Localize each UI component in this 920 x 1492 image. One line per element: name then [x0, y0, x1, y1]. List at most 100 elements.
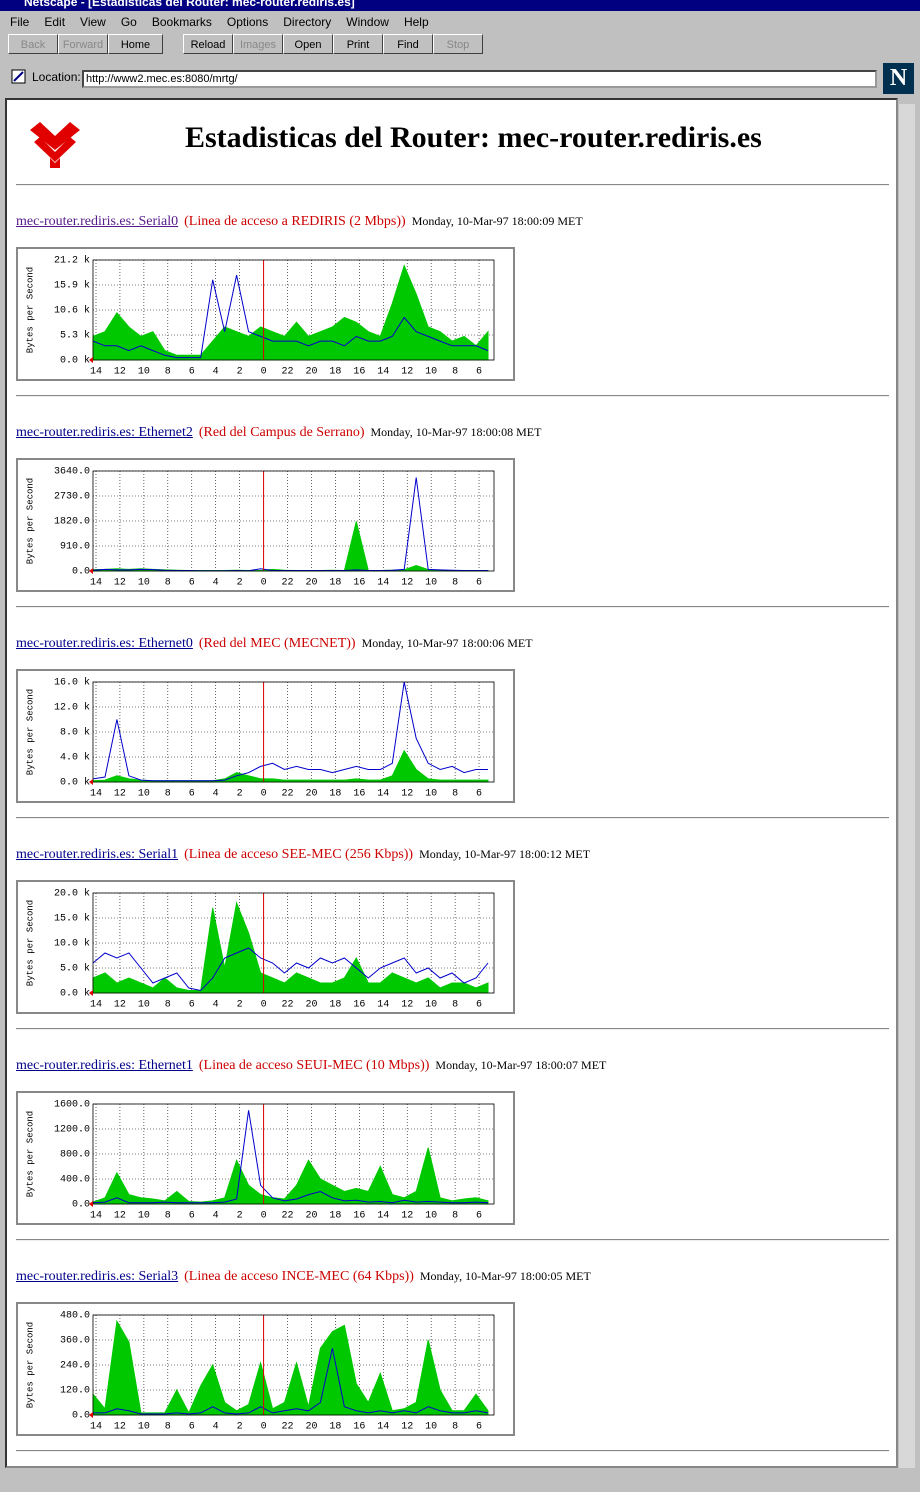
menu-item[interactable]: View	[80, 15, 106, 29]
menu-bar: File Edit View Go Bookmarks Options Directory W…	[0, 12, 434, 30]
x-tick-label: 20	[305, 1000, 317, 1011]
y-tick-label: 2730.0	[54, 492, 90, 503]
x-tick-label: 2	[237, 1422, 243, 1433]
x-tick-label: 2	[237, 1000, 243, 1011]
x-tick-label: 0	[261, 367, 267, 378]
output-line	[92, 477, 488, 572]
interface-link[interactable]: mec-router.rediris.es: Serial1	[16, 847, 179, 862]
x-tick-label: 14	[377, 1211, 389, 1222]
x-tick-label: 4	[213, 367, 219, 378]
x-tick-label: 18	[329, 1211, 341, 1222]
separator	[16, 606, 889, 608]
x-tick-label: 18	[329, 1000, 341, 1011]
x-tick-label: 10	[425, 1211, 437, 1222]
interface-description: (Linea de acceso INCE-MEC (64 Kbps))	[184, 1269, 414, 1284]
x-tick-label: 10	[138, 1000, 150, 1011]
toolbar-button[interactable]: Reload	[183, 34, 233, 54]
separator	[16, 395, 889, 397]
plot-border	[92, 892, 495, 994]
x-tick-label: 8	[165, 578, 171, 589]
section-heading: mec-router.rediris.es: Ethernet2 (Red del…	[16, 425, 541, 441]
x-tick-label: 8	[165, 1000, 171, 1011]
plot-border	[92, 470, 495, 572]
timestamp: Monday, 10-Mar-97 18:00:09 MET	[411, 214, 583, 228]
section-heading: mec-router.rediris.es: Ethernet1 (Linea d…	[16, 1058, 606, 1074]
menu-item[interactable]: File	[10, 15, 30, 29]
timestamp: Monday, 10-Mar-97 18:00:07 MET	[435, 1058, 607, 1072]
x-tick-label: 6	[189, 1211, 195, 1222]
y-tick-label: 10.0 k	[54, 938, 90, 950]
toolbar-button: Forward	[58, 34, 108, 54]
x-tick-label: 18	[329, 1422, 341, 1433]
y-tick-label: 400.0	[60, 1175, 90, 1186]
location-bar: Location:	[10, 68, 81, 86]
x-tick-label: 12	[401, 578, 413, 589]
x-tick-label: 14	[377, 1000, 389, 1011]
interface-link[interactable]: mec-router.rediris.es: Serial3	[16, 1269, 179, 1284]
window-title: Netscape - [Estadisticas del Router: mec…	[0, 0, 920, 11]
x-tick-label: 2	[237, 367, 243, 378]
y-tick-label: 480.0	[60, 1311, 90, 1322]
x-tick-label: 8	[452, 1211, 458, 1222]
x-tick-label: 18	[329, 789, 341, 800]
x-tick-label: 0	[261, 578, 267, 589]
interface-link[interactable]: mec-router.rediris.es: Ethernet1	[16, 1058, 193, 1073]
toolbar-button[interactable]: Find	[383, 34, 433, 54]
toolbar: Back Forward Home Reload Images Open Print Find…	[8, 34, 483, 54]
x-tick-label: 6	[476, 1211, 482, 1222]
menu-item[interactable]: Help	[403, 15, 429, 29]
x-tick-label: 22	[282, 1422, 294, 1433]
x-tick-label: 14	[90, 1211, 102, 1222]
x-tick-label: 8	[452, 789, 458, 800]
y-tick-label: 120.0	[60, 1386, 90, 1397]
y-tick-label: 3640.0	[54, 467, 90, 478]
section-heading: mec-router.rediris.es: Ethernet0 (Red del…	[16, 636, 533, 652]
menu-item[interactable]: Go	[120, 15, 137, 29]
x-tick-label: 20	[305, 578, 317, 589]
interface-description: (Linea de acceso SEE-MEC (256 Kbps))	[184, 847, 414, 862]
y-tick-label: 0.0	[72, 567, 90, 578]
y-tick-label: 1820.0	[54, 517, 90, 528]
interface-link[interactable]: mec-router.rediris.es: Ethernet2	[16, 425, 193, 440]
x-tick-label: 6	[476, 1000, 482, 1011]
x-tick-label: 14	[90, 1422, 102, 1433]
interface-description: (Red del MEC (MECNET))	[198, 636, 356, 651]
x-tick-label: 14	[90, 789, 102, 800]
y-tick-label: 5.0 k	[60, 963, 90, 975]
y-tick-label: 240.0	[60, 1361, 90, 1372]
x-tick-label: 16	[353, 1211, 365, 1222]
x-tick-label: 18	[329, 578, 341, 589]
status-bar	[0, 1470, 920, 1492]
menu-item[interactable]: Bookmarks	[151, 15, 212, 29]
x-tick-label: 12	[401, 1422, 413, 1433]
interface-link[interactable]: mec-router.rediris.es: Serial0	[16, 214, 179, 229]
x-tick-label: 16	[353, 367, 365, 378]
toolbar-button: Back	[8, 34, 58, 54]
x-tick-label: 8	[452, 367, 458, 378]
x-tick-label: 20	[305, 1422, 317, 1433]
axis-arrow	[89, 779, 93, 785]
scrollbar[interactable]	[899, 104, 915, 1468]
y-tick-label: 5.3 k	[60, 330, 90, 342]
section-heading: mec-router.rediris.es: Serial0 (Linea de …	[16, 214, 583, 230]
y-tick-label: 10.6 k	[54, 305, 90, 317]
x-tick-label: 12	[401, 1000, 413, 1011]
x-tick-label: 12	[114, 367, 126, 378]
toolbar-button[interactable]: Print	[333, 34, 383, 54]
menu-item[interactable]: Window	[346, 15, 389, 29]
interface-link[interactable]: mec-router.rediris.es: Ethernet0	[16, 636, 193, 651]
x-tick-label: 2	[237, 1211, 243, 1222]
x-tick-label: 18	[329, 367, 341, 378]
x-tick-label: 10	[138, 789, 150, 800]
x-tick-label: 8	[452, 1422, 458, 1433]
x-tick-label: 4	[213, 1211, 219, 1222]
url-field[interactable]: http://www2.mec.es:8080/mrtg/	[82, 70, 877, 88]
toolbar-button[interactable]: Open	[283, 34, 333, 54]
menu-item[interactable]: Directory	[283, 15, 332, 29]
menu-item[interactable]: Options	[226, 15, 269, 29]
toolbar-button[interactable]: Home	[108, 34, 163, 54]
menu-item[interactable]: Edit	[44, 15, 66, 29]
x-tick-label: 22	[282, 1211, 294, 1222]
y-tick-label: 0.0	[72, 1200, 90, 1211]
